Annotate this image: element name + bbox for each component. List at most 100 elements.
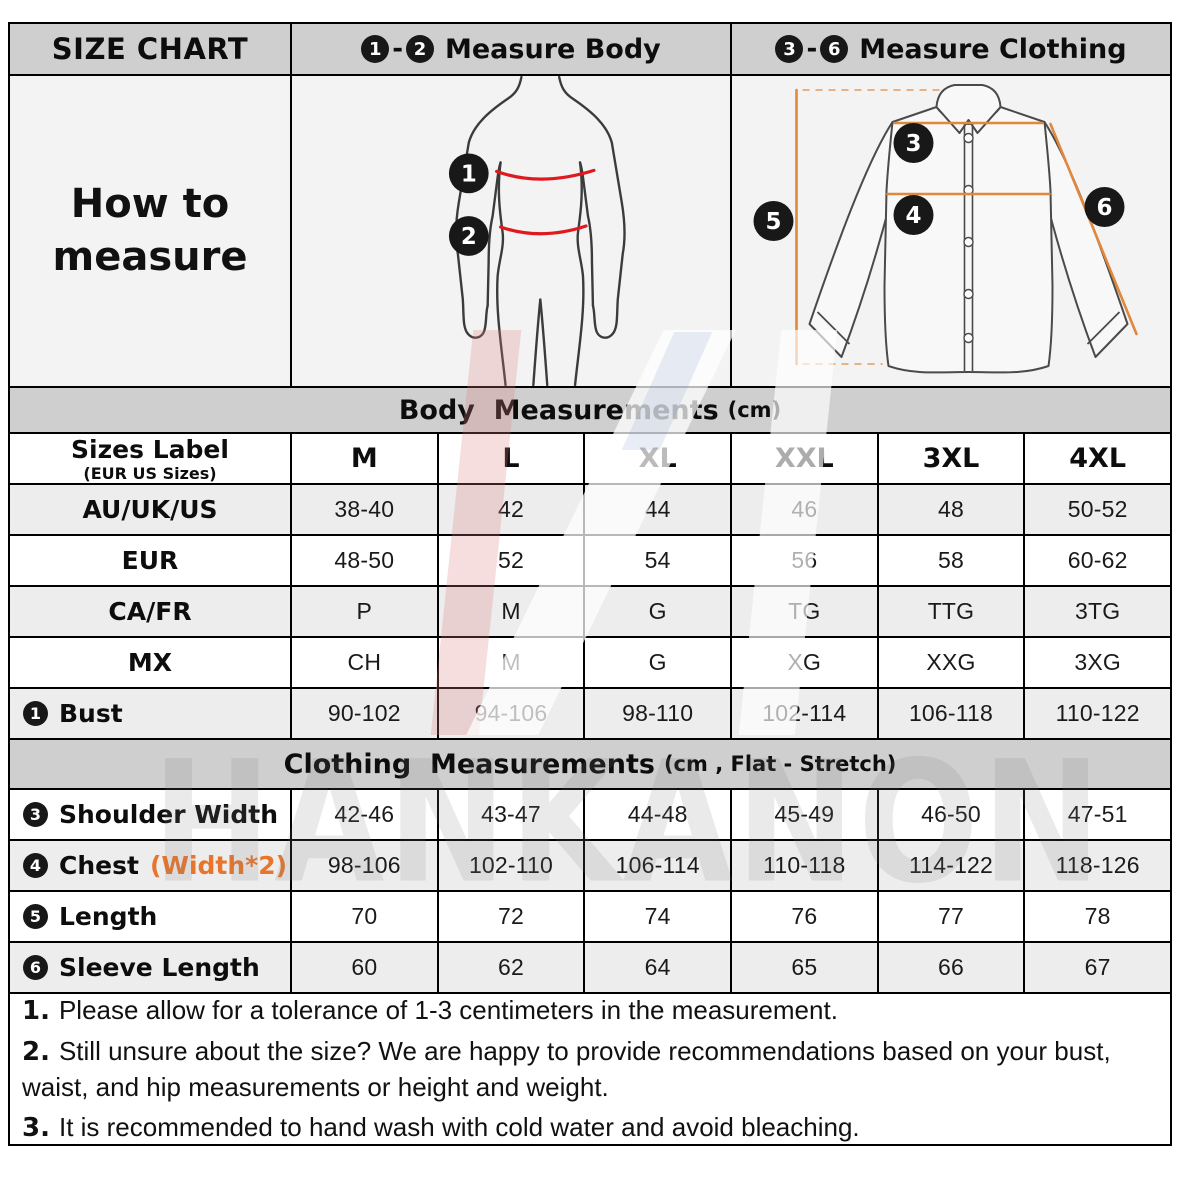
size-chart-title-cell: SIZE CHART — [10, 24, 290, 74]
table-cell: 106-118 — [878, 689, 1024, 738]
table-cell: TTG — [878, 587, 1024, 636]
body-measurements-header: Body Measurements (cm) — [10, 388, 1170, 432]
table-cell: 48 — [878, 485, 1024, 534]
table-cell: TG — [732, 587, 877, 636]
shirt-marker-3-icon: 3 — [893, 123, 934, 163]
marker-3-badge-icon: 3 — [23, 802, 48, 827]
table-cell: 106-114 — [585, 841, 730, 890]
marker-5-badge-icon: 5 — [23, 904, 48, 929]
shirt-marker-4-number: 4 — [905, 203, 921, 229]
body-diagram-cell: 1 2 — [292, 76, 730, 386]
marker-3-badge-icon: 3 — [775, 35, 804, 63]
table-cell: M — [438, 638, 584, 687]
marker-2-badge-icon: 2 — [406, 35, 434, 63]
table-cell: 94-106 — [438, 689, 584, 738]
body-diagram-svg: 1 2 — [448, 76, 626, 386]
table-cell: 66 — [878, 943, 1024, 992]
note-1: 1. Please allow for a tolerance of 1-3 ce… — [22, 994, 838, 1028]
table-cell: 114-122 — [878, 841, 1024, 890]
table-cell: 48-50 — [292, 536, 437, 585]
bust-measure-line — [495, 168, 596, 181]
note-2: 2. Still unsure about the size? We are ha… — [22, 1034, 1158, 1104]
table-cell: 74 — [585, 892, 730, 941]
table-cell: 64 — [585, 943, 730, 992]
length-label: Length — [59, 902, 158, 931]
size-column-l: L — [438, 434, 584, 483]
clothing-measurements-unit: (cm , Flat - Stretch) — [663, 752, 897, 776]
size-column-xxl: XXL — [732, 434, 877, 483]
row-label-ca-fr: CA/FR — [10, 587, 290, 636]
notes-section: 1. Please allow for a tolerance of 1-3 ce… — [10, 994, 1170, 1144]
marker-6-badge-icon: 6 — [23, 955, 48, 980]
table-cell: 90-102 — [292, 689, 437, 738]
size-column-m: M — [292, 434, 437, 483]
note-1-number: 1. — [22, 995, 50, 1026]
table-cell: 110-122 — [1025, 689, 1170, 738]
table-cell: 102-110 — [438, 841, 584, 890]
size-chart-table: SIZE CHART 1 - 2 Measure Body 3 - 6 Meas… — [8, 22, 1172, 1146]
body-marker-2-icon: 2 — [448, 216, 489, 256]
row-label-bust: 1 Bust — [10, 689, 290, 738]
body-marker-1-icon: 1 — [448, 153, 489, 194]
table-cell: 118-126 — [1025, 841, 1170, 890]
clothing-measurements-title: Clothing Measurements — [283, 748, 655, 780]
row-label-mx: MX — [10, 638, 290, 687]
table-cell: 38-40 — [292, 485, 437, 534]
row-label-length: 5 Length — [10, 892, 290, 941]
table-cell: G — [585, 587, 730, 636]
how-to-measure-cell: How to measure — [10, 76, 290, 386]
marker-1-badge-icon: 1 — [361, 35, 390, 63]
table-cell: 62 — [438, 943, 584, 992]
note-3-text: It is recommended to hand wash with cold… — [58, 1111, 860, 1142]
table-cell: 76 — [732, 892, 877, 941]
marker-6-badge-icon: 6 — [820, 35, 849, 63]
table-cell: 46 — [732, 485, 877, 534]
measure-clothing-label: Measure Clothing — [859, 33, 1127, 65]
row-label-au-uk-us: AU/UK/US — [10, 485, 290, 534]
note-3: 3. It is recommended to hand wash with co… — [22, 1110, 860, 1144]
shirt-diagram-cell: 3 4 5 6 — [732, 76, 1170, 386]
table-cell: 56 — [732, 536, 877, 585]
table-cell: M — [438, 587, 584, 636]
body-measurements-title: Body Measurements — [398, 394, 719, 426]
bust-label: Bust — [59, 699, 123, 728]
table-cell: 102-114 — [732, 689, 877, 738]
shirt-marker-5-number: 5 — [765, 209, 781, 235]
table-cell: 43-47 — [438, 790, 584, 839]
size-column-xl: XL — [585, 434, 730, 483]
body-measurements-unit: (cm) — [727, 398, 782, 422]
sleeve-measure-line — [1049, 122, 1138, 336]
table-cell: G — [585, 638, 730, 687]
table-cell: 77 — [878, 892, 1024, 941]
measure-body-label: Measure Body — [445, 33, 661, 65]
table-cell: 98-106 — [292, 841, 437, 890]
shirt-diagram-svg: 3 4 5 6 — [753, 84, 1138, 374]
table-cell: 110-118 — [732, 841, 877, 890]
table-cell: 3XG — [1025, 638, 1170, 687]
sizes-label-title: Sizes Label — [71, 434, 229, 464]
row-label-chest: 4 Chest (Width*2) — [10, 841, 290, 890]
sizes-label-header: Sizes Label (EUR US Sizes) — [10, 434, 290, 483]
table-cell: 47-51 — [1025, 790, 1170, 839]
table-cell: 98-110 — [585, 689, 730, 738]
measure-clothing-header: 3 - 6 Measure Clothing — [732, 24, 1170, 74]
range-dash: - — [392, 34, 403, 64]
note-2-number: 2. — [22, 1037, 50, 1068]
table-cell: 58 — [878, 536, 1024, 585]
note-1-text: Please allow for a tolerance of 1-3 cent… — [58, 994, 838, 1025]
table-cell: 44 — [585, 485, 730, 534]
body-marker-2-number: 2 — [461, 224, 477, 250]
size-chart-title: SIZE CHART — [51, 32, 249, 66]
table-cell: 45-49 — [732, 790, 877, 839]
shoulder-width-label: Shoulder Width — [59, 800, 279, 829]
table-cell: XXG — [878, 638, 1024, 687]
table-cell: 42 — [438, 485, 584, 534]
shirt-marker-6-number: 6 — [1096, 195, 1112, 221]
note-3-number: 3. — [22, 1112, 50, 1143]
shirt-marker-3-number: 3 — [905, 131, 921, 157]
size-column-4xl: 4XL — [1025, 434, 1170, 483]
body-marker-1-number: 1 — [461, 161, 477, 187]
clothing-measurements-header: Clothing Measurements (cm , Flat - Stret… — [10, 740, 1170, 788]
shirt-marker-4-icon: 4 — [893, 195, 934, 235]
